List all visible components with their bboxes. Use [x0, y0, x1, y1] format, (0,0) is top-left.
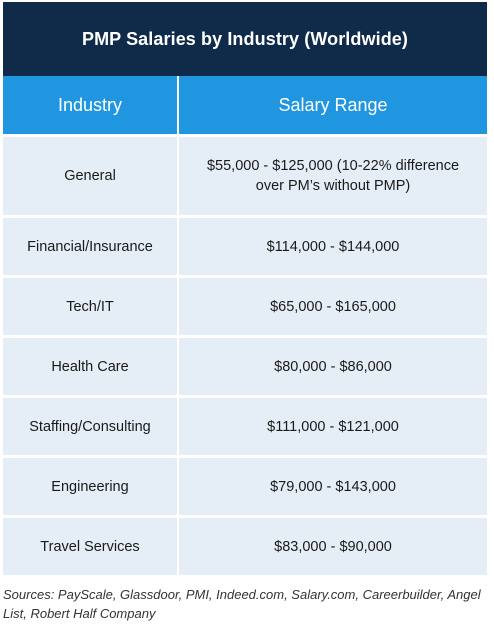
industry-cell: Health Care: [51, 358, 129, 375]
salary-cell: $79,000 - $143,000: [270, 478, 396, 495]
column-header-salary-range: Salary Range: [278, 94, 388, 115]
column-divider: [177, 218, 179, 275]
salary-cell: $65,000 - $165,000: [270, 298, 396, 315]
industry-cell: Staffing/Consulting: [29, 418, 151, 435]
salary-cell: $114,000 - $144,000: [266, 238, 400, 255]
table-title: PMP Salaries by Industry (Worldwide): [3, 2, 487, 76]
table-row: Health Care $80,000 - $86,000: [3, 335, 487, 395]
sources-note: Sources: PayScale, Glassdoor, PMI, Indee…: [3, 587, 481, 621]
industry-cell: Travel Services: [40, 538, 140, 555]
salary-cell: $55,000 - $125,000 (10-22% difference ov…: [179, 137, 487, 215]
column-divider: [177, 338, 179, 395]
column-divider: [177, 398, 179, 455]
table-header: Industry Salary Range: [3, 76, 487, 134]
table-row: General $55,000 - $125,000 (10-22% diffe…: [3, 134, 487, 215]
table-row: Staffing/Consulting $111,000 - $121,000: [3, 395, 487, 455]
industry-cell: Financial/Insurance: [27, 238, 153, 255]
column-divider: [177, 137, 179, 215]
table-row: Tech/IT $65,000 - $165,000: [3, 275, 487, 335]
table-row: Travel Services $83,000 - $90,000: [3, 515, 487, 575]
table-row: Financial/Insurance $114,000 - $144,000: [3, 215, 487, 275]
salary-cell: $111,000 - $121,000: [267, 418, 399, 435]
column-divider: [177, 458, 179, 515]
salary-cell: $83,000 - $90,000: [274, 538, 392, 555]
salary-cell: $80,000 - $86,000: [274, 358, 392, 375]
column-divider: [177, 76, 179, 134]
salary-table: PMP Salaries by Industry (Worldwide) Ind…: [3, 2, 487, 576]
column-header-industry: Industry: [57, 94, 123, 115]
column-divider: [177, 518, 179, 575]
salary-line: over PM’s without PMP): [255, 178, 411, 194]
industry-cell: Tech/IT: [66, 298, 114, 315]
industry-cell: General: [64, 168, 116, 184]
industry-cell: Engineering: [51, 478, 129, 495]
salary-line: $55,000 - $125,000 (10-22% difference: [206, 158, 460, 174]
table-row: Engineering $79,000 - $143,000: [3, 455, 487, 515]
column-divider: [177, 278, 179, 335]
